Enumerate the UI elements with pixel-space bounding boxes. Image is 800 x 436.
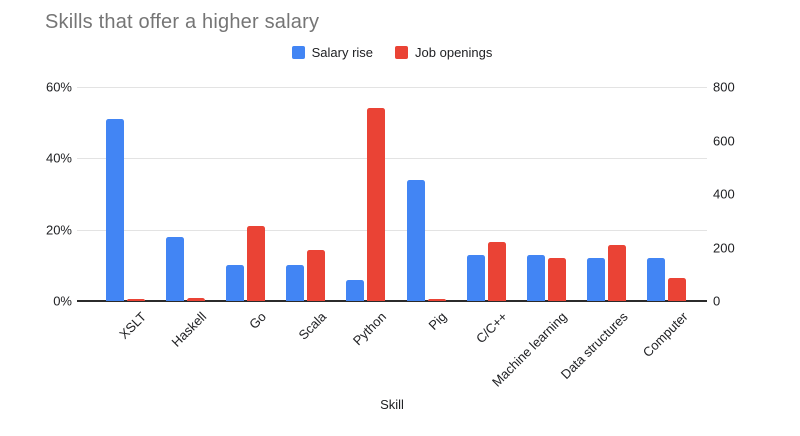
bar-group-xslt bbox=[105, 87, 145, 301]
x-axis-category-label: Python bbox=[350, 309, 390, 349]
bar-group-computer bbox=[647, 87, 687, 301]
salary-rise-bar bbox=[165, 236, 184, 301]
salary-rise-bar bbox=[346, 279, 365, 301]
x-axis-category-label: Scala bbox=[295, 309, 330, 343]
right-axis-tick-label: 600 bbox=[713, 133, 735, 148]
salary-rise-swatch-icon bbox=[291, 46, 305, 59]
x-axis-title: Skill bbox=[380, 397, 404, 412]
salary-rise-bar bbox=[527, 254, 545, 301]
left-axis-tick-label: 0% bbox=[53, 293, 72, 309]
left-axis-tick-label: 20% bbox=[45, 222, 72, 238]
left-axis-tick-label: 40% bbox=[45, 150, 72, 166]
bar-group-data-structures bbox=[587, 87, 627, 301]
gridline bbox=[77, 229, 707, 231]
salary-rise-bar bbox=[105, 119, 124, 301]
job-openings-bar bbox=[427, 298, 446, 301]
salary-rise-bar bbox=[286, 265, 305, 301]
legend-item-salary-rise: Salary rise bbox=[291, 45, 374, 60]
x-axis-category-label: Haskell bbox=[168, 309, 209, 350]
chart-title: Skills that offer a higher salary bbox=[45, 11, 320, 33]
x-axis-category-label: C/C++ bbox=[472, 309, 510, 347]
bar-group-scala bbox=[286, 87, 326, 301]
legend-item-job-openings: Job openings bbox=[395, 45, 492, 60]
bar-group-machine-learning bbox=[527, 87, 566, 301]
salary-rise-bar bbox=[406, 179, 425, 301]
plot-area bbox=[77, 87, 707, 302]
legend-label-job-openings: Job openings bbox=[415, 45, 493, 60]
right-axis-tick-label: 800 bbox=[713, 79, 735, 95]
salary-rise-bar bbox=[587, 258, 606, 301]
x-axis-category-label: Go bbox=[246, 309, 270, 332]
right-axis-tick-label: 200 bbox=[713, 240, 735, 255]
bar-group-go bbox=[226, 87, 265, 301]
salary-rise-bar bbox=[466, 254, 485, 301]
legend-label-salary-rise: Salary rise bbox=[311, 45, 374, 60]
left-axis-tick-label: 60% bbox=[45, 79, 72, 95]
right-axis-tick-label: 400 bbox=[713, 186, 735, 202]
job-openings-bar bbox=[548, 258, 566, 301]
gridline bbox=[77, 158, 707, 160]
legend: Salary rise Job openings bbox=[77, 45, 707, 60]
bar-group-python bbox=[346, 87, 386, 301]
job-openings-bar bbox=[367, 108, 386, 301]
right-axis-tick-label: 0 bbox=[713, 293, 721, 309]
job-openings-bar bbox=[608, 244, 627, 301]
bar-group-pig bbox=[406, 87, 446, 301]
salary-rise-bar bbox=[647, 258, 666, 301]
x-axis-baseline bbox=[77, 300, 707, 302]
x-axis-category-label: Pig bbox=[425, 309, 450, 333]
bar-group-c-c- bbox=[466, 87, 506, 301]
x-axis-category-label: XSLT bbox=[115, 309, 149, 342]
bar-group-haskell bbox=[165, 87, 205, 301]
job-openings-bar bbox=[307, 250, 326, 301]
gridline bbox=[77, 87, 707, 88]
job-openings-bar bbox=[186, 298, 205, 301]
job-openings-bar bbox=[487, 242, 506, 301]
job-openings-bar bbox=[668, 278, 687, 301]
job-openings-bar bbox=[126, 298, 145, 301]
right-axis: 0 200 400 600 800 bbox=[713, 80, 773, 309]
job-openings-swatch-icon bbox=[395, 46, 409, 59]
left-axis: 0% 20% 40% 60% bbox=[0, 80, 72, 309]
salary-rise-bar bbox=[226, 265, 244, 301]
x-axis-category-label: Computer bbox=[639, 309, 691, 360]
job-openings-bar bbox=[247, 226, 265, 301]
